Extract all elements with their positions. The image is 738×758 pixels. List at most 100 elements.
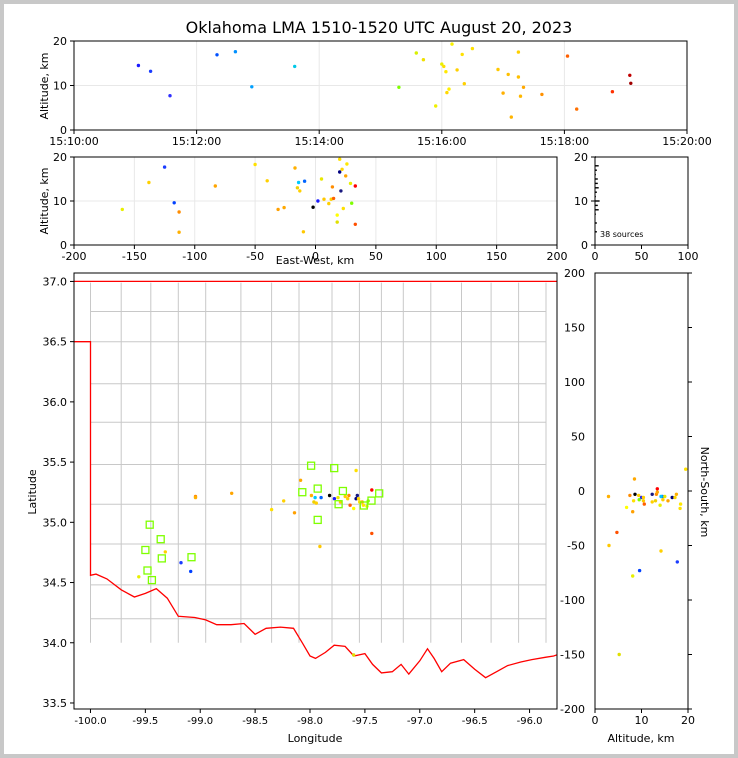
y-tick-label: 100 bbox=[564, 376, 585, 389]
station-markers bbox=[141, 461, 384, 585]
x-tick-label: 15:10:00 bbox=[49, 135, 98, 148]
time-altitude-point bbox=[136, 63, 141, 68]
ns-altitude-point bbox=[641, 495, 646, 500]
ns-altitude-point bbox=[631, 574, 635, 578]
time-altitude-point bbox=[628, 73, 632, 78]
time-altitude-point bbox=[516, 50, 521, 54]
y-tick-label: 200 bbox=[564, 267, 585, 280]
plan-view-point bbox=[352, 653, 356, 657]
plan-view-point bbox=[336, 495, 340, 500]
ew-altitude-point bbox=[341, 206, 345, 211]
ew-altitude-point bbox=[298, 189, 302, 193]
y-tick-label: -150 bbox=[560, 649, 585, 662]
y-tick-label: -200 bbox=[560, 703, 585, 716]
plan-view-axes-box bbox=[73, 272, 558, 710]
y-tick-label: 150 bbox=[564, 322, 585, 335]
ew-altitude-point bbox=[348, 181, 353, 186]
plan-view-point bbox=[309, 493, 314, 498]
x-tick-label: -96.0 bbox=[517, 716, 543, 727]
time-altitude-point bbox=[518, 94, 523, 98]
station-marker bbox=[313, 484, 322, 493]
plan-view-panel: -100.0 -99.5 -99.0 -98.5 -98.0 -97.5 -97.0 -96.… bbox=[26, 272, 558, 745]
ns-altitude-panel: 0 10 20 -200 -150 -100 -50 0 50 100 150 200 Altitu… bbox=[560, 267, 711, 745]
ns-altitude-points bbox=[606, 467, 688, 657]
plan-view-point bbox=[332, 497, 337, 501]
plan-view-point bbox=[193, 495, 198, 500]
y-tick-label: 36.0 bbox=[43, 396, 68, 409]
ew-altitude-point bbox=[316, 199, 320, 203]
ew-altitude-point bbox=[120, 207, 125, 212]
ew-altitude-point bbox=[338, 157, 342, 161]
time-altitude-point bbox=[442, 64, 446, 69]
time-altitude-point bbox=[445, 90, 449, 95]
ew-altitude-panel: -200 -150 -100 -50 0 50 100 150 200 0 10 20 East-W… bbox=[38, 151, 568, 267]
ew-altitude-y-ticks: 0 10 20 bbox=[53, 151, 74, 252]
time-altitude-point bbox=[293, 64, 297, 69]
y-tick-label: 35.5 bbox=[43, 456, 68, 469]
x-tick-label: 0 bbox=[592, 714, 599, 727]
ew-altitude-point bbox=[330, 185, 335, 189]
time-altitude-ylabel: Altitude, km bbox=[38, 52, 51, 119]
figure-frame: Oklahoma LMA 1510-1520 UTC August 20, 20… bbox=[4, 4, 734, 754]
county-boundaries bbox=[90, 282, 547, 643]
state-boundary-line bbox=[74, 341, 558, 679]
x-tick-label: 15:12:00 bbox=[172, 135, 221, 148]
ns-altitude-x-ticks: 0 10 20 bbox=[592, 709, 695, 727]
time-altitude-point bbox=[470, 46, 475, 51]
ns-altitude-point bbox=[684, 467, 688, 471]
ew-altitude-points bbox=[120, 157, 357, 234]
ns-altitude-point bbox=[658, 503, 662, 507]
time-altitude-point bbox=[148, 69, 153, 74]
time-altitude-point bbox=[447, 87, 451, 91]
ew-altitude-point bbox=[327, 201, 331, 206]
x-tick-label: 150 bbox=[486, 250, 507, 263]
ew-altitude-x-ticks: -200 -150 -100 -50 0 50 100 150 200 bbox=[62, 245, 568, 263]
ns-altitude-point bbox=[663, 494, 667, 499]
y-tick-label: 10 bbox=[574, 195, 588, 208]
ew-altitude-point bbox=[339, 189, 343, 193]
ew-altitude-point bbox=[338, 170, 342, 174]
plan-view-point bbox=[313, 495, 317, 500]
ew-altitude-point bbox=[282, 205, 286, 210]
plan-view-point bbox=[318, 544, 322, 549]
histogram-x-ticks: 0 50 100 bbox=[592, 245, 699, 263]
plan-view-point bbox=[319, 495, 323, 500]
plan-view-point bbox=[327, 493, 332, 498]
ew-altitude-point bbox=[302, 179, 307, 183]
station-marker bbox=[330, 463, 339, 473]
x-tick-label: 100 bbox=[426, 250, 447, 263]
ew-altitude-point bbox=[331, 196, 336, 201]
time-altitude-point bbox=[629, 81, 633, 86]
ns-altitude-point bbox=[655, 487, 659, 491]
time-altitude-point bbox=[501, 91, 505, 95]
station-marker bbox=[359, 501, 368, 510]
ew-altitude-point bbox=[265, 179, 269, 183]
plan-view-point bbox=[292, 511, 297, 515]
time-altitude-point bbox=[540, 92, 544, 97]
time-altitude-point bbox=[455, 68, 459, 72]
y-tick-label: 35.0 bbox=[43, 516, 68, 529]
x-tick-label: -100.0 bbox=[74, 716, 106, 727]
ns-altitude-point bbox=[606, 494, 611, 499]
ns-altitude-point bbox=[659, 549, 663, 553]
ew-altitude-ylabel: Altitude, km bbox=[38, 167, 51, 234]
y-tick-label: 37.0 bbox=[43, 275, 68, 288]
time-altitude-point bbox=[215, 53, 219, 57]
ew-altitude-point bbox=[322, 197, 326, 201]
ns-altitude-xlabel: Altitude, km bbox=[607, 732, 674, 745]
time-altitude-point bbox=[421, 58, 426, 62]
time-altitude-point bbox=[440, 62, 444, 66]
y-tick-label: 20 bbox=[53, 35, 67, 48]
x-tick-label: 20 bbox=[681, 714, 695, 727]
plan-view-point bbox=[346, 497, 350, 501]
x-tick-label: -98.0 bbox=[297, 716, 323, 727]
station-marker bbox=[147, 575, 157, 585]
x-tick-label: 10 bbox=[635, 714, 649, 727]
ew-altitude-point bbox=[276, 207, 280, 212]
y-tick-label: 34.0 bbox=[43, 637, 68, 650]
time-altitude-point bbox=[575, 107, 579, 111]
x-tick-label: 0 bbox=[592, 250, 599, 263]
plan-view-point bbox=[163, 550, 167, 554]
histogram-points bbox=[595, 156, 600, 233]
x-tick-label: 15:14:00 bbox=[294, 135, 343, 148]
